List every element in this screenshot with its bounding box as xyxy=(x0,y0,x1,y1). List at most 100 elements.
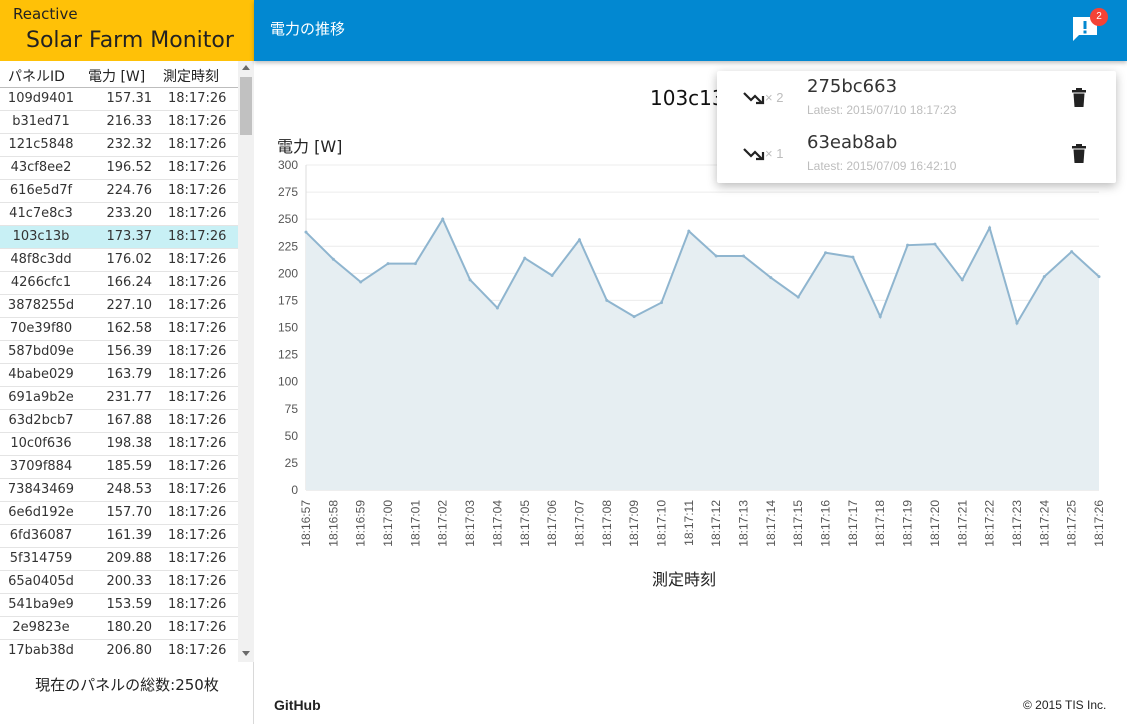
delete-icon[interactable] xyxy=(1071,88,1087,108)
panel-id-cell: 41c7e8c3 xyxy=(9,206,73,221)
power-cell: 209.88 xyxy=(106,551,153,566)
x-tick-label: 18:17:05 xyxy=(518,500,532,547)
power-cell: 233.20 xyxy=(106,206,153,221)
table-row[interactable]: b31ed71 216.33 18:17:26 xyxy=(0,111,238,134)
y-tick-label: 150 xyxy=(278,321,298,335)
table-row[interactable]: 103c13b 173.37 18:17:26 xyxy=(0,226,238,249)
time-cell: 18:17:26 xyxy=(168,551,227,566)
time-cell: 18:17:26 xyxy=(168,114,227,129)
y-tick-label: 100 xyxy=(278,375,298,389)
table-row[interactable]: 2e9823e 180.20 18:17:26 xyxy=(0,617,238,640)
notification-item[interactable]: × 2 275bc663 Latest: 2015/07/10 18:17:23 xyxy=(717,71,1116,127)
table-row[interactable]: 17bab38d 206.80 18:17:26 xyxy=(0,640,238,662)
time-cell: 18:17:26 xyxy=(168,459,227,474)
table-row[interactable]: 6fd36087 161.39 18:17:26 xyxy=(0,525,238,548)
alert-message-icon[interactable] xyxy=(1070,14,1100,44)
y-tick-label: 250 xyxy=(278,212,298,226)
table-row[interactable]: 5f314759 209.88 18:17:26 xyxy=(0,548,238,571)
panel-id-cell: 109d9401 xyxy=(7,91,75,106)
time-cell: 18:17:26 xyxy=(168,528,227,543)
data-point xyxy=(468,278,472,282)
data-point xyxy=(331,257,335,261)
table-row[interactable]: 109d9401 157.31 18:17:26 xyxy=(0,88,238,111)
data-point xyxy=(1070,250,1074,254)
table-row[interactable]: 63d2bcb7 167.88 18:17:26 xyxy=(0,410,238,433)
time-cell: 18:17:26 xyxy=(168,643,227,658)
table-row[interactable]: 3709f884 185.59 18:17:26 xyxy=(0,456,238,479)
power-cell: 157.70 xyxy=(106,505,153,520)
column-header-time[interactable]: 測定時刻 xyxy=(163,69,219,85)
notification-count: × 2 xyxy=(765,90,784,105)
panel-total: 現在のパネルの総数:250枚 xyxy=(35,676,219,694)
table-row[interactable]: 691a9b2e 231.77 18:17:26 xyxy=(0,387,238,410)
x-tick-label: 18:16:57 xyxy=(299,500,313,547)
x-tick-label: 18:17:16 xyxy=(819,500,833,547)
table-row[interactable]: 43cf8ee2 196.52 18:17:26 xyxy=(0,157,238,180)
panel-id-cell: 6e6d192e xyxy=(8,505,74,520)
x-tick-label: 18:17:15 xyxy=(791,500,805,547)
data-point xyxy=(523,256,527,260)
time-cell: 18:17:26 xyxy=(168,367,227,382)
table-scrollbar[interactable] xyxy=(238,61,254,662)
table-row[interactable]: 65a0405d 200.33 18:17:26 xyxy=(0,571,238,594)
data-point xyxy=(1015,321,1019,325)
notification-item[interactable]: × 1 63eab8ab Latest: 2015/07/09 16:42:10 xyxy=(717,127,1116,183)
table-row[interactable]: 616e5d7f 224.76 18:17:26 xyxy=(0,180,238,203)
data-point xyxy=(824,251,828,255)
data-point xyxy=(1042,275,1046,279)
y-tick-label: 225 xyxy=(278,239,298,253)
panel-id-cell: 4babe029 xyxy=(8,367,74,382)
time-cell: 18:17:26 xyxy=(168,91,227,106)
table-row[interactable]: 48f8c3dd 176.02 18:17:26 xyxy=(0,249,238,272)
y-tick-label: 50 xyxy=(285,429,299,443)
table-row[interactable]: 70e39f80 162.58 18:17:26 xyxy=(0,318,238,341)
github-link[interactable]: GitHub xyxy=(274,697,321,713)
column-header-panel-id[interactable]: パネルID xyxy=(8,69,65,85)
time-cell: 18:17:26 xyxy=(168,298,227,313)
power-cell: 163.79 xyxy=(106,367,153,382)
data-point xyxy=(687,229,691,233)
notification-latest: Latest: 2015/07/09 16:42:10 xyxy=(807,159,957,173)
x-tick-label: 18:17:02 xyxy=(436,500,450,547)
table-row[interactable]: 121c5848 232.32 18:17:26 xyxy=(0,134,238,157)
table-row[interactable]: 587bd09e 156.39 18:17:26 xyxy=(0,341,238,364)
data-point xyxy=(577,238,581,242)
power-cell: 248.53 xyxy=(106,482,153,497)
data-point xyxy=(960,278,964,282)
table-row[interactable]: 4babe029 163.79 18:17:26 xyxy=(0,364,238,387)
series-area xyxy=(306,219,1099,490)
data-point xyxy=(769,276,773,280)
y-tick-label: 125 xyxy=(278,348,298,362)
table-row[interactable]: 41c7e8c3 233.20 18:17:26 xyxy=(0,203,238,226)
panel-id-cell: 587bd09e xyxy=(8,344,74,359)
x-tick-label: 18:17:11 xyxy=(682,500,696,546)
time-cell: 18:17:26 xyxy=(168,505,227,520)
data-point xyxy=(796,295,800,299)
panel-id-cell: 63d2bcb7 xyxy=(8,413,74,428)
brand-subtitle: Reactive xyxy=(13,5,78,23)
power-cell: 176.02 xyxy=(106,252,153,267)
panel-id-cell: 5f314759 xyxy=(9,551,73,566)
x-tick-label: 18:17:14 xyxy=(764,500,778,547)
x-tick-label: 18:17:26 xyxy=(1092,500,1106,547)
table-row[interactable]: 6e6d192e 157.70 18:17:26 xyxy=(0,502,238,525)
y-tick-label: 75 xyxy=(285,402,299,416)
power-chart: 0 25 50 75 100 125 150 175 200 225 250 275 300 18:16:… xyxy=(278,158,1106,547)
x-tick-label: 18:17:25 xyxy=(1065,500,1079,547)
table-row[interactable]: 10c0f636 198.38 18:17:26 xyxy=(0,433,238,456)
time-cell: 18:17:26 xyxy=(168,436,227,451)
trending-down-icon xyxy=(743,92,765,105)
scroll-down-icon[interactable] xyxy=(242,651,250,656)
column-header-power[interactable]: 電力 [W] xyxy=(88,69,146,85)
table-row[interactable]: 3878255d 227.10 18:17:26 xyxy=(0,295,238,318)
scroll-up-icon[interactable] xyxy=(242,65,250,70)
table-row[interactable]: 541ba9e9 153.59 18:17:26 xyxy=(0,594,238,617)
power-cell: 167.88 xyxy=(106,413,153,428)
chart-xlabel: 測定時刻 xyxy=(652,570,717,589)
scroll-thumb[interactable] xyxy=(240,77,252,135)
app-header: 電力の推移 2 xyxy=(254,0,1127,61)
table-row[interactable]: 73843469 248.53 18:17:26 xyxy=(0,479,238,502)
table-row[interactable]: 4266cfc1 166.24 18:17:26 xyxy=(0,272,238,295)
delete-icon[interactable] xyxy=(1071,144,1087,164)
time-cell: 18:17:26 xyxy=(168,229,227,244)
